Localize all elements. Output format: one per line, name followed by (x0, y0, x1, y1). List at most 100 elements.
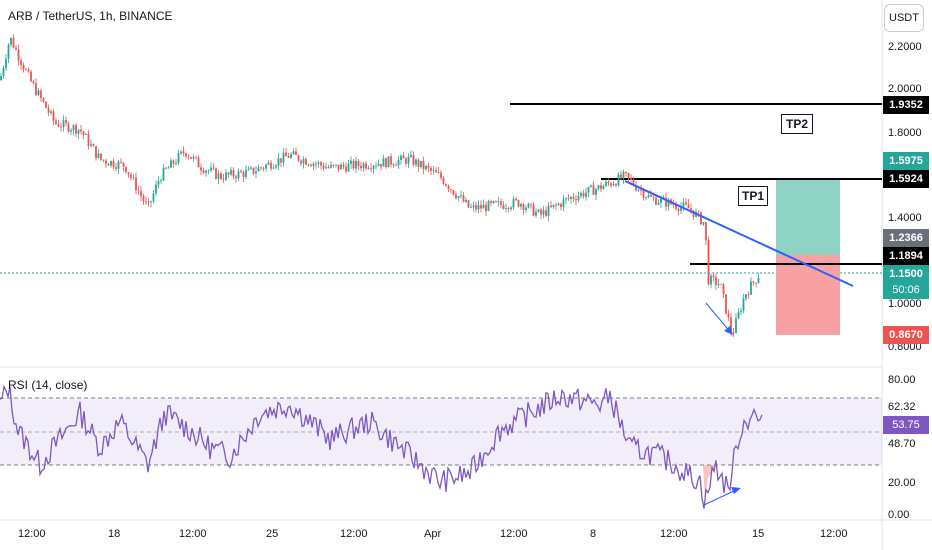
candle-body (52, 111, 55, 121)
candle-body (427, 165, 430, 168)
profit-zone[interactable] (776, 179, 840, 255)
rsi-tick: 62.32 (888, 401, 916, 413)
candle-body (625, 171, 627, 173)
candle-body (247, 168, 250, 171)
candle-body (535, 211, 537, 216)
candle-body (15, 47, 17, 50)
candle-body (395, 165, 397, 167)
candle-body (505, 208, 507, 209)
candle-body (740, 310, 742, 313)
candle-body (557, 203, 560, 206)
candle-body (520, 204, 522, 207)
candle-body (22, 64, 25, 70)
candle-body (257, 167, 260, 172)
candle-body (680, 206, 682, 211)
rsi-oversold-fill (703, 465, 716, 500)
candle-body (350, 160, 352, 164)
candle-body (722, 284, 725, 295)
candle-body (280, 158, 282, 163)
candle-body (87, 134, 90, 146)
candle-body (307, 164, 310, 166)
candle-body (475, 205, 477, 210)
candle-body (102, 159, 105, 161)
candle-body (262, 167, 265, 169)
candle-body (455, 194, 457, 199)
currency-button[interactable]: USDT (884, 4, 924, 32)
candle-body (560, 203, 562, 208)
candle-body (270, 162, 272, 169)
candle-body (210, 167, 212, 171)
candle-body (635, 185, 637, 191)
candle-body (610, 183, 612, 186)
rsi-line (0, 384, 763, 509)
candle-body (530, 203, 532, 205)
tp2-label[interactable]: TP2 (781, 114, 813, 134)
candle-body (660, 198, 662, 203)
price-tick: 2.0000 (888, 83, 922, 95)
candle-body (642, 190, 645, 198)
tp1-price-tag: 1.5924 (883, 170, 929, 188)
candle-body (647, 195, 650, 198)
candle-body (730, 317, 732, 333)
candle-body (545, 210, 547, 217)
candle-body (697, 211, 700, 213)
candle-body (177, 153, 180, 163)
candle-body (340, 164, 342, 170)
candle-body (175, 162, 177, 164)
candle-body (337, 164, 340, 170)
trendline[interactable] (624, 180, 854, 287)
candle-body (77, 129, 80, 134)
time-tick: 12:00 (660, 528, 688, 540)
candle-body (202, 170, 205, 173)
candle-body (752, 281, 755, 283)
candle-body (667, 199, 670, 207)
candle-body (115, 167, 117, 169)
candle-body (347, 163, 350, 172)
chart-title[interactable]: ARB / TetherUS, 1h, BINANCE (8, 9, 173, 23)
price-tick: 0.8000 (888, 341, 922, 353)
candle-body (655, 197, 657, 205)
candle-body (510, 207, 512, 210)
tp1-label[interactable]: TP1 (738, 186, 768, 206)
candle-body (70, 130, 72, 132)
candle-body (72, 125, 75, 131)
candle-body (197, 157, 200, 168)
candle-body (370, 168, 372, 170)
loss-zone[interactable] (776, 255, 840, 335)
candle-body (517, 199, 520, 207)
tp2-price-tag: 1.9352 (883, 96, 929, 114)
candle-body (117, 161, 120, 169)
candle-body (547, 205, 550, 217)
candle-body (32, 81, 35, 84)
candle-body (542, 210, 545, 215)
candle-body (375, 165, 377, 167)
candle-body (65, 120, 67, 124)
candle-body (360, 165, 362, 169)
candle-body (320, 162, 322, 166)
candle-body (122, 162, 125, 167)
candle-body (20, 60, 22, 65)
candle-body (657, 202, 660, 205)
candle-body (380, 163, 382, 167)
candle-body (57, 123, 60, 127)
candle-body (190, 157, 192, 159)
candle-body (385, 158, 387, 168)
candle-body (465, 200, 467, 202)
rsi-title[interactable]: RSI (14, close) (8, 378, 88, 392)
candle-body (442, 177, 445, 185)
candle-body (2, 67, 5, 76)
candle-body (715, 277, 717, 285)
candle-body (462, 195, 465, 202)
candle-body (365, 163, 367, 169)
candlestick-series (0, 34, 760, 337)
stop-price-tag: 0.8670 (883, 326, 929, 344)
candle-body (352, 160, 355, 169)
candle-body (342, 164, 345, 167)
candle-body (577, 196, 580, 201)
candle-body (60, 126, 62, 128)
rsi-divergence-line[interactable] (703, 488, 739, 506)
candle-body (617, 174, 620, 186)
candle-body (675, 205, 677, 209)
candle-body (80, 129, 82, 132)
